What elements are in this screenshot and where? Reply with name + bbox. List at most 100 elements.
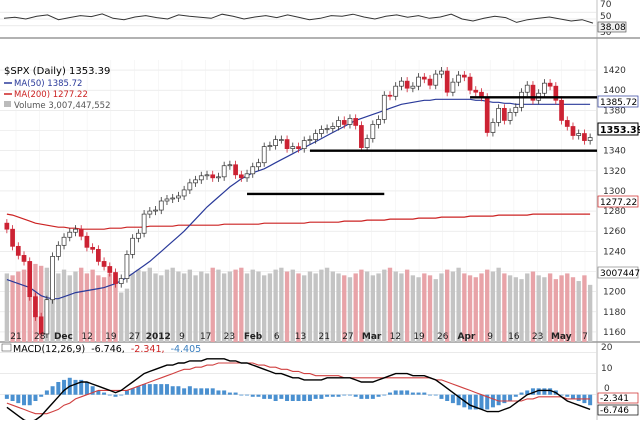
date-tick-label: 28 (34, 332, 46, 342)
rsi-line (3, 13, 594, 24)
macd-hist-bar (559, 394, 564, 396)
macd-hist-bar (542, 388, 547, 395)
candle-body (319, 129, 324, 134)
candle-body (147, 210, 153, 215)
volume-bar (416, 277, 421, 342)
candle-body (421, 76, 427, 80)
volume-bar (176, 271, 181, 342)
candle-body (216, 176, 221, 179)
date-tick-label: Mar (362, 332, 382, 342)
volume-bar (199, 271, 204, 342)
macd-hist-bar (519, 392, 524, 395)
candle-body (582, 133, 587, 141)
price-tick-label: 1340 (603, 147, 626, 157)
volume-bar (565, 273, 570, 342)
macd-hist-bar (147, 384, 152, 395)
candle-body (393, 85, 399, 97)
candle-body (450, 81, 456, 93)
macd-hist-bar (359, 394, 364, 399)
volume-bar (473, 277, 478, 342)
macd-hist-bar (365, 394, 370, 399)
candle-body (136, 232, 141, 239)
macd-hist-bar (279, 394, 284, 399)
candle-body (78, 228, 84, 237)
macd-hist-bar (302, 394, 307, 401)
macd-hist-bar (239, 394, 244, 396)
volume-bar (456, 267, 461, 342)
macd-hist-bar (262, 394, 267, 399)
volume-bar (382, 269, 387, 342)
macd-hist-bar (387, 392, 392, 395)
macd-hist-bar (548, 388, 553, 395)
candle-body (227, 164, 233, 167)
macd-hist-bar (347, 394, 352, 396)
volume-bar (27, 267, 32, 342)
svg-text:MACD(12,26,9) -6.746: MACD(12,26,9) -6.746, -2.341, -4.405 (13, 344, 201, 355)
macd-hist-bar (410, 392, 415, 395)
date-tick-label: Feb (244, 332, 263, 342)
candle-body (55, 244, 61, 257)
volume-bar (587, 284, 593, 342)
macd-tick-10: 10 (601, 364, 613, 374)
candle-body (519, 91, 524, 108)
macd-hist-bar (205, 388, 210, 395)
volume-bar (90, 269, 95, 342)
candle-body (44, 299, 50, 335)
ma200-value-tag (597, 195, 639, 208)
macd-hist-bar (576, 394, 581, 401)
macd-hist-bar (428, 394, 433, 396)
volume-bar (507, 275, 513, 342)
volume-bar (284, 271, 290, 342)
macd-hist-bar (222, 390, 227, 395)
macd-hist-bar (485, 394, 490, 410)
volume-bar (553, 279, 559, 342)
candle-body (233, 164, 238, 176)
macd-hist-bar (382, 394, 387, 396)
volume-bar (50, 271, 55, 342)
macd-panel: MACD(12,26,9) -6.746, -2.341, -4.405 20 … (0, 342, 639, 423)
volume-bar (204, 273, 210, 342)
volume-bars (4, 263, 593, 342)
volume-bar (485, 269, 490, 342)
macd-hist-bar (325, 394, 330, 397)
candle-body (261, 146, 267, 164)
candle-body (221, 165, 227, 178)
macd-hist-bar (164, 384, 169, 395)
volume-bar (433, 279, 438, 342)
candle-body (250, 166, 256, 175)
macd-title-signal: -2.341, (131, 344, 165, 355)
candle-body (439, 70, 444, 75)
ma200-line (6, 213, 591, 230)
volume-bar (376, 273, 381, 342)
date-tick-label: 27 (342, 332, 353, 342)
candle-body (524, 84, 530, 93)
volume-bar (530, 271, 536, 342)
volume-bar (547, 273, 553, 342)
rsi-value-label: 38.08 (600, 23, 626, 33)
volume-bar (359, 269, 364, 342)
candle-body (553, 85, 559, 101)
volume-bar (130, 273, 135, 342)
candle-body (198, 175, 204, 181)
macd-hist-bar (565, 394, 570, 397)
volume-bar (4, 273, 10, 342)
volume-bar (502, 273, 507, 342)
candle-body (502, 107, 507, 121)
candle-body (433, 73, 439, 86)
date-tick-label: 23 (532, 332, 543, 342)
macd-hist-bar (508, 394, 513, 401)
volume-bar (462, 273, 467, 342)
candle-body (38, 316, 44, 335)
volume-value-tag (597, 266, 639, 279)
date-tick-label: 9 (179, 332, 185, 342)
candle-body (307, 139, 313, 141)
candle-body (130, 237, 136, 255)
candle-body (187, 182, 193, 191)
volume-bar (244, 273, 250, 342)
macd-hist-bar (530, 388, 535, 395)
macd-hist-bar (450, 394, 455, 404)
volume-bar (21, 269, 27, 342)
date-tick-label: 19 (105, 332, 117, 342)
price-tick-label: 1400 (603, 86, 626, 96)
candle-body (238, 174, 244, 179)
